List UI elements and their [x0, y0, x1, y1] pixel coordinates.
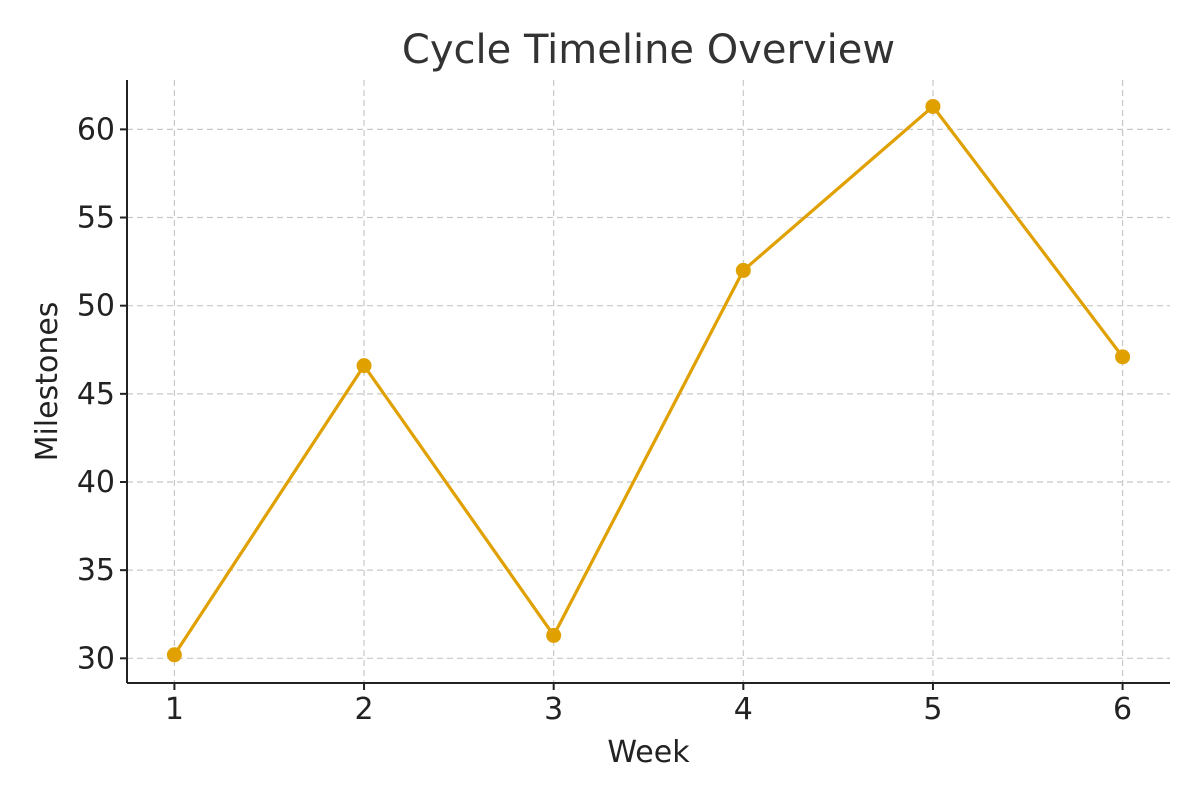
x-tick-label: 1 — [165, 692, 184, 727]
data-point — [166, 647, 182, 663]
x-tick-label: 4 — [734, 692, 753, 727]
x-axis-label: Week — [607, 735, 690, 770]
data-point — [925, 98, 941, 114]
x-tick-label: 2 — [354, 692, 373, 727]
x-tick-label: 6 — [1113, 692, 1132, 727]
axes-layer — [126, 80, 1170, 684]
data-point — [546, 627, 562, 643]
data-point — [356, 358, 372, 374]
y-axis-label: Milestones — [30, 302, 65, 462]
grid-layer — [127, 80, 1170, 683]
data-point — [735, 262, 751, 278]
x-tick-label: 5 — [923, 692, 942, 727]
y-tick-label: 55 — [77, 201, 115, 236]
data-point — [1115, 349, 1131, 365]
y-tick-label: 50 — [77, 289, 115, 324]
y-tick-label: 40 — [77, 465, 115, 500]
y-tick-label: 30 — [77, 641, 115, 676]
y-tick-label: 45 — [77, 377, 115, 412]
y-tick-label: 35 — [77, 553, 115, 588]
chart-title: Cycle Timeline Overview — [402, 27, 895, 73]
x-tick-label: 3 — [544, 692, 563, 727]
y-tick-label: 60 — [77, 112, 115, 147]
series-line — [172, 104, 1125, 657]
series-layer — [166, 98, 1131, 663]
